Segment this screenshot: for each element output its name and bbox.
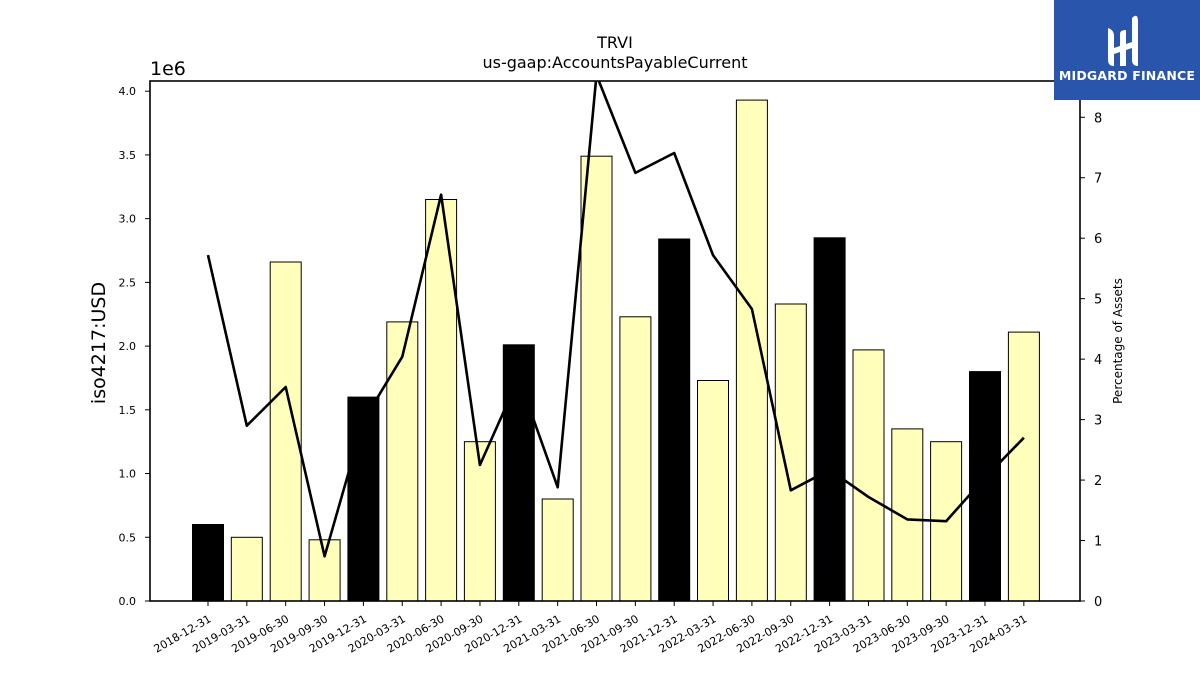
bar [774,303,807,602]
logo-text: MIDGARD FINANCE [1058,68,1196,83]
bar [425,199,458,602]
y2-tick-label: 4 [1094,353,1102,368]
bar [192,524,224,602]
bar [541,498,574,602]
bar [386,321,419,602]
bar [852,349,885,602]
right-axis-ticks: 0 1 2 3 4 5 6 7 8 [1080,111,1102,610]
line-series [206,81,1025,558]
bar [502,344,535,602]
y2-tick-label: 6 [1094,232,1102,247]
bar [580,155,613,602]
logo-mark-icon [1054,0,1200,100]
y-tick-label: 3.5 [119,149,137,162]
y-multiplier-label: 1e6 [150,58,186,80]
y-tick-label: 2.5 [119,276,137,289]
y-tick-label: 3.0 [119,213,137,226]
y2-axis-label: Percentage of Assets [1111,278,1125,404]
plot-frame [149,80,1081,602]
y2-tick-label: 7 [1094,172,1102,187]
bar [813,237,846,602]
y2-tick-label: 3 [1094,414,1102,429]
y-tick-label: 0.5 [119,531,137,544]
chart-title: TRVI [596,33,633,52]
bar [1007,331,1040,602]
y-tick-label: 1.5 [119,404,137,417]
chart-subtitle: us-gaap:AccountsPayableCurrent [482,53,747,72]
y2-tick-label: 0 [1094,595,1102,610]
bar [658,238,691,602]
y2-tick-label: 1 [1094,535,1102,550]
y-tick-label: 4.0 [119,85,137,98]
y-tick-label: 2.0 [119,340,137,353]
x-axis-ticks: 2018-12-312019-03-312019-06-302019-09-30… [152,601,1029,656]
percentage-line [206,81,1025,558]
y-tick-label: 1.0 [119,468,137,481]
y2-tick-label: 8 [1094,111,1102,126]
brand-logo: MIDGARD FINANCE [1054,0,1200,100]
bar [969,371,1001,602]
bar [463,441,496,602]
bar [619,316,652,602]
left-axis-ticks: 0.0 0.5 1.0 1.5 2.0 2.5 3.0 3.5 4.0 [119,85,150,608]
y2-tick-label: 2 [1094,474,1102,489]
bar [230,536,263,602]
y-axis-label: iso4217:USD [88,282,110,404]
bar [347,396,380,602]
bar [308,539,341,602]
bar [735,99,768,602]
axes [149,80,1081,602]
bar-series [192,99,1040,602]
y2-tick-label: 5 [1094,293,1102,308]
y-tick-label: 0.0 [119,595,137,608]
bar [697,380,729,602]
bar [891,428,924,602]
